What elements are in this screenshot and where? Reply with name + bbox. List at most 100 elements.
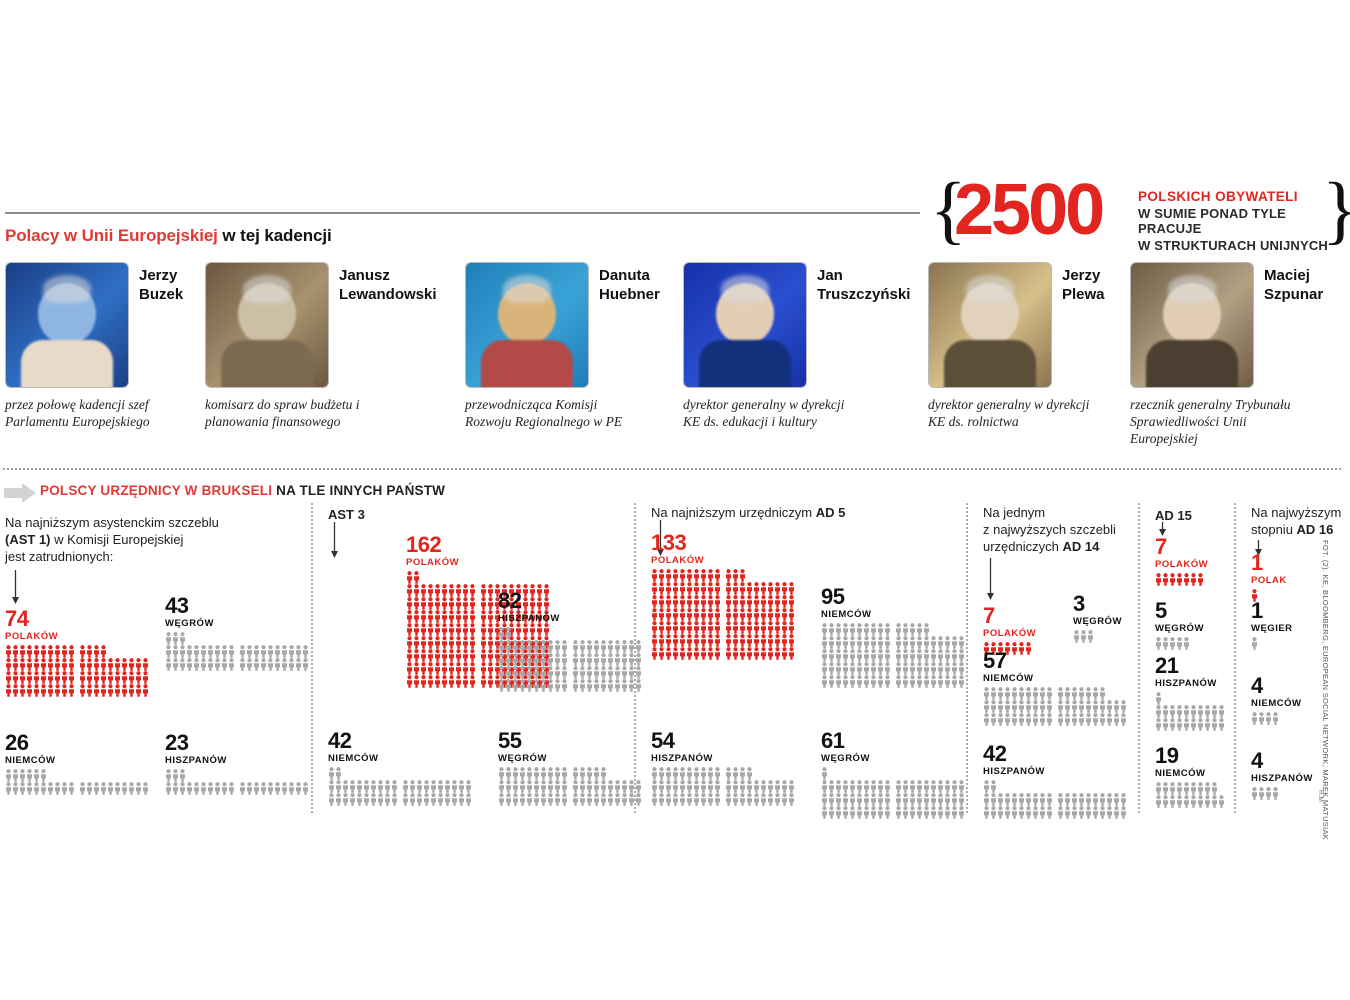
person-pictogram-icon bbox=[487, 675, 494, 688]
person-pictogram-icon bbox=[628, 679, 635, 692]
person-pictogram-icon bbox=[1004, 642, 1011, 655]
person-pictogram-icon bbox=[607, 780, 614, 793]
pictogram-row bbox=[5, 671, 149, 684]
person-pictogram-icon bbox=[635, 653, 642, 666]
person-pictogram-icon bbox=[40, 671, 47, 684]
person-pictogram-icon bbox=[658, 793, 665, 806]
person-pictogram-icon bbox=[547, 666, 554, 679]
person-pictogram-icon bbox=[441, 636, 448, 649]
group-label: POLAKÓW bbox=[983, 628, 1037, 639]
pictogram-row bbox=[983, 780, 1127, 793]
person-pictogram-icon bbox=[572, 780, 579, 793]
person-pictogram-icon bbox=[983, 793, 990, 806]
person-pictogram-icon bbox=[781, 608, 788, 621]
person-role: komisarz do spraw budżetu i planowania f… bbox=[205, 397, 360, 429]
person-pictogram-icon bbox=[165, 645, 172, 658]
person-pictogram-icon bbox=[672, 634, 679, 647]
person-photo bbox=[1130, 262, 1254, 388]
pictogram-grid bbox=[1251, 589, 1287, 602]
person-pictogram-icon bbox=[406, 623, 413, 636]
person-pictogram-icon bbox=[725, 780, 732, 793]
person-pictogram-icon bbox=[916, 662, 923, 675]
person-pictogram-icon bbox=[635, 640, 642, 653]
person-pictogram-icon bbox=[480, 675, 487, 688]
person-pictogram-icon bbox=[665, 569, 672, 582]
person-pictogram-icon bbox=[1025, 700, 1032, 713]
pictogram-group: 4 HISZPANÓW bbox=[1251, 750, 1313, 800]
person-pictogram-icon bbox=[1197, 573, 1204, 586]
person-pictogram-icon bbox=[614, 679, 621, 692]
person-pictogram-icon bbox=[767, 595, 774, 608]
person-pictogram-icon bbox=[519, 640, 526, 653]
person-pictogram-icon bbox=[951, 636, 958, 649]
person-pictogram-icon bbox=[700, 621, 707, 634]
person-first-name: Maciej bbox=[1264, 267, 1310, 284]
person-pictogram-icon bbox=[26, 769, 33, 782]
person-pictogram-icon bbox=[494, 675, 501, 688]
person-first-name: Jerzy bbox=[1062, 267, 1101, 284]
person-pictogram-icon bbox=[916, 675, 923, 688]
person-pictogram-icon bbox=[274, 645, 281, 658]
pictogram-grid bbox=[1251, 637, 1293, 650]
person-pictogram-icon bbox=[870, 636, 877, 649]
person-pictogram-icon bbox=[1039, 793, 1046, 806]
person-pictogram-icon bbox=[47, 645, 54, 658]
person-pictogram-icon bbox=[1211, 782, 1218, 795]
person-pictogram-icon bbox=[267, 658, 274, 671]
person-pictogram-icon bbox=[480, 636, 487, 649]
person-pictogram-icon bbox=[739, 634, 746, 647]
person-pictogram-icon bbox=[651, 793, 658, 806]
person-pictogram-icon bbox=[529, 584, 536, 597]
person-pictogram-icon bbox=[672, 793, 679, 806]
person-pictogram-icon bbox=[494, 636, 501, 649]
person-pictogram-icon bbox=[349, 780, 356, 793]
person-pictogram-icon bbox=[628, 640, 635, 653]
person-pictogram-icon bbox=[193, 658, 200, 671]
person-pictogram-icon bbox=[760, 634, 767, 647]
person-pictogram-icon bbox=[1169, 782, 1176, 795]
pictogram-grid bbox=[498, 627, 642, 692]
person-pictogram-icon bbox=[430, 793, 437, 806]
person-photo bbox=[205, 262, 329, 388]
person-pictogram-icon bbox=[406, 675, 413, 688]
person-pictogram-icon bbox=[543, 610, 550, 623]
person-pictogram-icon bbox=[1057, 806, 1064, 819]
person-pictogram-icon bbox=[469, 636, 476, 649]
person-pictogram-icon bbox=[579, 679, 586, 692]
person-pictogram-icon bbox=[1085, 806, 1092, 819]
person-pictogram-icon bbox=[505, 627, 512, 640]
person-pictogram-icon bbox=[753, 595, 760, 608]
person-pictogram-icon bbox=[1004, 806, 1011, 819]
person-pictogram-icon bbox=[842, 675, 849, 688]
person-pictogram-icon bbox=[554, 793, 561, 806]
pictogram-row bbox=[821, 675, 965, 688]
person-pictogram-icon bbox=[725, 595, 732, 608]
person-pictogram-icon bbox=[725, 582, 732, 595]
person-pictogram-icon bbox=[707, 582, 714, 595]
pictogram-row bbox=[498, 679, 642, 692]
person-pictogram-icon bbox=[877, 623, 884, 636]
person-pictogram-icon bbox=[420, 584, 427, 597]
pictogram-row bbox=[5, 769, 149, 782]
pictogram-group: 55 WĘGRÓW bbox=[498, 730, 642, 806]
person-pictogram-icon bbox=[1011, 700, 1018, 713]
person-pictogram-icon bbox=[821, 662, 828, 675]
person-pictogram-icon bbox=[508, 597, 515, 610]
person-pictogram-icon bbox=[561, 666, 568, 679]
person-pictogram-icon bbox=[600, 653, 607, 666]
person-pictogram-icon bbox=[40, 684, 47, 697]
person-pictogram-icon bbox=[228, 645, 235, 658]
person-pictogram-icon bbox=[33, 658, 40, 671]
person-pictogram-icon bbox=[61, 684, 68, 697]
person-pictogram-icon bbox=[856, 649, 863, 662]
person-pictogram-icon bbox=[600, 793, 607, 806]
person-pictogram-icon bbox=[40, 769, 47, 782]
person-pictogram-icon bbox=[519, 653, 526, 666]
person-pictogram-icon bbox=[501, 584, 508, 597]
person-pictogram-icon bbox=[714, 582, 721, 595]
person-pictogram-icon bbox=[651, 582, 658, 595]
person-pictogram-icon bbox=[515, 584, 522, 597]
person-pictogram-icon bbox=[512, 640, 519, 653]
group-label: WĘGIER bbox=[1251, 623, 1293, 634]
person-pictogram-icon bbox=[406, 662, 413, 675]
